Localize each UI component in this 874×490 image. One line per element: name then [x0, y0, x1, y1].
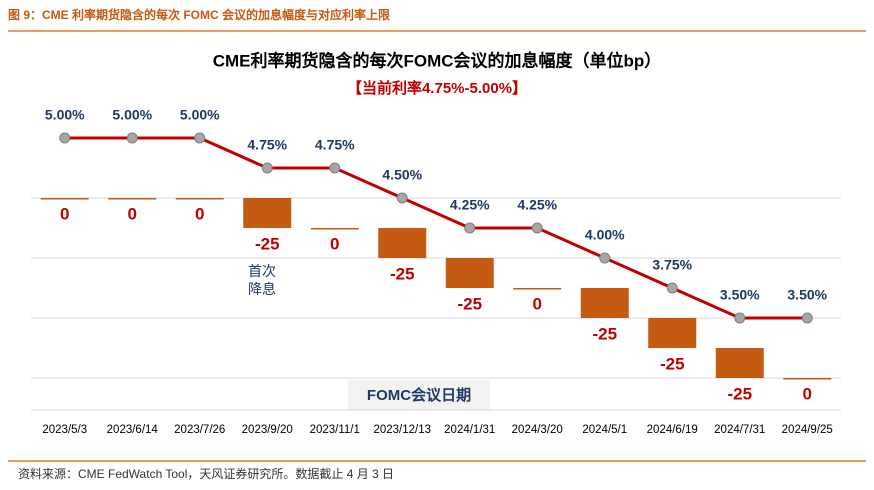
figure-header: 图 9：CME 利率期货隐含的每次 FOMC 会议的加息幅度与对应利率上限 — [8, 7, 390, 22]
rate-label: 4.25% — [517, 197, 557, 213]
rate-marker — [194, 132, 206, 144]
bar-value-label: 0 — [803, 384, 812, 403]
x-label-box — [348, 380, 490, 410]
bar-value-label: 0 — [330, 234, 339, 253]
rate-marker — [801, 312, 813, 324]
source-note: 资料来源：CME FedWatch Tool，天风证券研究所。数据截止 4 月 … — [18, 466, 394, 481]
rate-label: 4.75% — [247, 137, 287, 153]
bar-value-label: -25 — [457, 294, 482, 313]
bar — [243, 198, 292, 228]
bar — [580, 288, 629, 318]
bar — [40, 198, 89, 200]
rate-marker — [464, 222, 476, 234]
bar-value-label: 0 — [128, 204, 137, 223]
x-axis-label: FOMC会议日期 — [367, 386, 471, 404]
bar — [513, 288, 562, 290]
x-tick-label: 2024/5/1 — [582, 424, 627, 436]
x-tick-label: 2023/5/3 — [42, 424, 87, 436]
chart-subtitle: 【当前利率4.75%-5.00%】 — [347, 79, 527, 97]
rate-label: 5.00% — [45, 107, 85, 123]
rate-label: 4.00% — [585, 227, 625, 243]
rate-marker — [126, 132, 138, 144]
bar — [378, 228, 427, 258]
bar — [715, 348, 764, 378]
rate-label: 3.50% — [720, 287, 760, 303]
bar — [445, 258, 494, 288]
rate-marker — [666, 282, 678, 294]
bar-value-label: -25 — [592, 324, 617, 343]
x-tick-label: 2023/12/13 — [373, 424, 431, 436]
rate-marker — [599, 252, 611, 264]
annotation: 首次降息 — [248, 263, 276, 297]
bar — [175, 198, 224, 200]
x-tick-label: 2024/1/31 — [444, 424, 495, 436]
bar-value-label: 0 — [60, 204, 69, 223]
rate-marker — [531, 222, 543, 234]
bar — [108, 198, 157, 200]
x-tick-label: 2023/6/14 — [107, 424, 159, 436]
rate-line — [64, 136, 808, 320]
bar-value-label: -25 — [255, 234, 280, 253]
rate-label: 5.00% — [180, 107, 220, 123]
bar-value-label: 0 — [533, 294, 542, 313]
bar-value-label: -25 — [727, 384, 752, 403]
x-tick-label: 2023/11/1 — [310, 424, 360, 436]
bar — [310, 228, 359, 230]
rate-label: 3.75% — [652, 257, 692, 273]
rate-label: 3.50% — [787, 287, 827, 303]
bar-value-label: 0 — [195, 204, 204, 223]
rate-label: 4.25% — [450, 197, 490, 213]
bar-value-label: -25 — [390, 264, 415, 283]
x-tick-label: 2023/7/26 — [174, 424, 225, 436]
x-tick-label: 2024/7/31 — [714, 424, 765, 436]
rate-marker — [329, 162, 341, 174]
bar-value-label: -25 — [660, 354, 685, 373]
rate-label: 4.50% — [382, 167, 422, 183]
rate-marker — [261, 162, 273, 174]
rate-label: 5.00% — [112, 107, 152, 123]
x-tick-label: 2023/9/20 — [242, 424, 293, 436]
x-tick-label: 2024/6/19 — [647, 424, 698, 436]
bar — [648, 318, 697, 348]
x-tick-label: 2024/3/20 — [512, 424, 563, 436]
rate-label: 4.75% — [315, 137, 355, 153]
rate-marker — [59, 132, 71, 144]
chart-title: CME利率期货隐含的每次FOMC会议的加息幅度（单位bp） — [213, 50, 662, 70]
bar — [783, 378, 832, 380]
rate-marker — [734, 312, 746, 324]
rate-marker — [396, 192, 408, 204]
x-tick-label: 2024/9/25 — [782, 424, 833, 436]
